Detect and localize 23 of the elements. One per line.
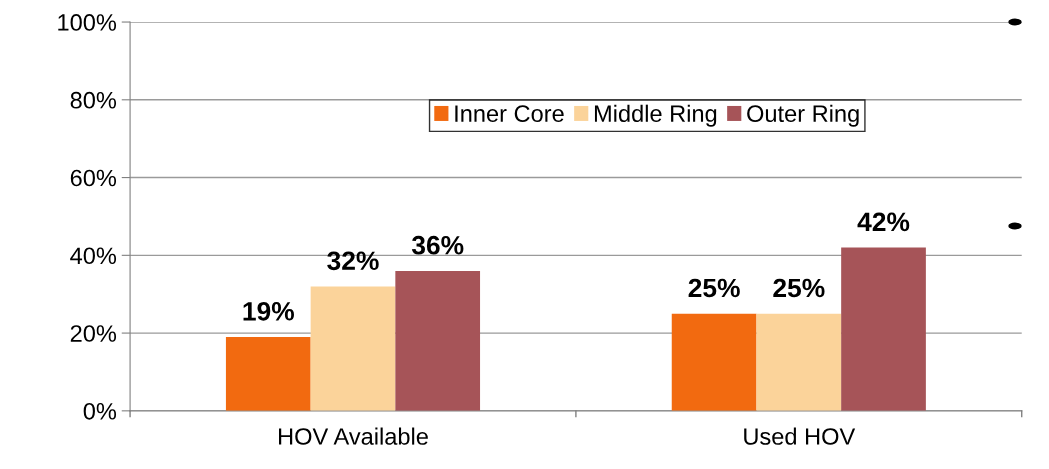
- y-tick-label: 20%: [70, 325, 117, 342]
- legend-label: Middle Ring: [594, 104, 717, 127]
- text: 36%: [411, 235, 464, 255]
- bar: [756, 313, 842, 411]
- legend-label: Outer Ring: [747, 104, 859, 127]
- x-tick-label: HOV Available: [279, 427, 428, 445]
- text: 25%: [688, 278, 740, 298]
- text: 32%: [327, 251, 379, 271]
- text: 19%: [243, 301, 294, 321]
- x-tick-label: Used HOV: [744, 427, 856, 445]
- y-tick-label: 40%: [70, 247, 117, 265]
- text: 25%: [773, 278, 825, 298]
- legend-label: Inner Core: [455, 105, 564, 123]
- y-tick-label: 0%: [83, 402, 117, 420]
- bar: [310, 286, 396, 411]
- y-tick-label: 60%: [70, 169, 117, 187]
- bar: [841, 247, 926, 411]
- bar: [671, 313, 757, 411]
- bar: [395, 270, 481, 411]
- y-tick-label: 100%: [58, 14, 117, 31]
- text: 42%: [857, 212, 910, 232]
- y-tick-label: 80%: [70, 91, 117, 109]
- bar: [225, 336, 311, 411]
